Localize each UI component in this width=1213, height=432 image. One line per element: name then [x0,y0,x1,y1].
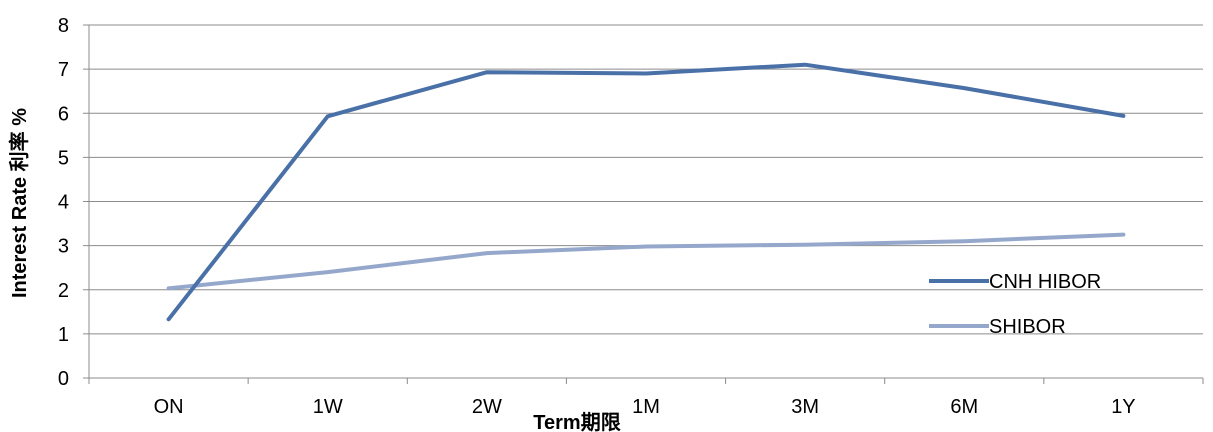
y-tick-label: 0 [58,368,69,390]
y-tick-label: 4 [58,192,69,214]
y-tick-label: 6 [58,103,69,125]
legend: CNH HIBOR SHIBOR [929,271,1101,338]
x-tick-label: 1Y [1111,396,1135,418]
x-axis-title: Term期限 [533,411,620,432]
y-tick-label: 2 [58,280,69,302]
y-tick-labels: 0 1 2 3 4 5 6 7 8 [58,15,89,390]
y-tick-label: 8 [58,15,69,37]
x-tick-label: 6M [950,396,978,418]
y-tick-label: 1 [58,324,69,346]
y-tick-label: 5 [58,147,69,169]
x-tick-label: 3M [791,396,819,418]
x-tick-label: 1W [313,396,343,418]
series-line-cnh-hibor [166,62,1126,322]
y-tick-label: 3 [58,236,69,258]
x-tick-label: 2W [472,396,502,418]
y-tick-label: 7 [58,59,69,81]
legend-label: CNH HIBOR [989,271,1101,293]
x-tick-labels: ON 1W 2W 1M 3M 6M 1Y [88,378,1204,418]
series-lines [166,62,1126,322]
series-line-shibor [166,232,1126,291]
x-tick-label: ON [154,396,184,418]
legend-label: SHIBOR [989,316,1066,338]
y-axis-title: Interest Rate 利率 % [7,108,31,298]
x-tick-label: 1M [632,396,660,418]
